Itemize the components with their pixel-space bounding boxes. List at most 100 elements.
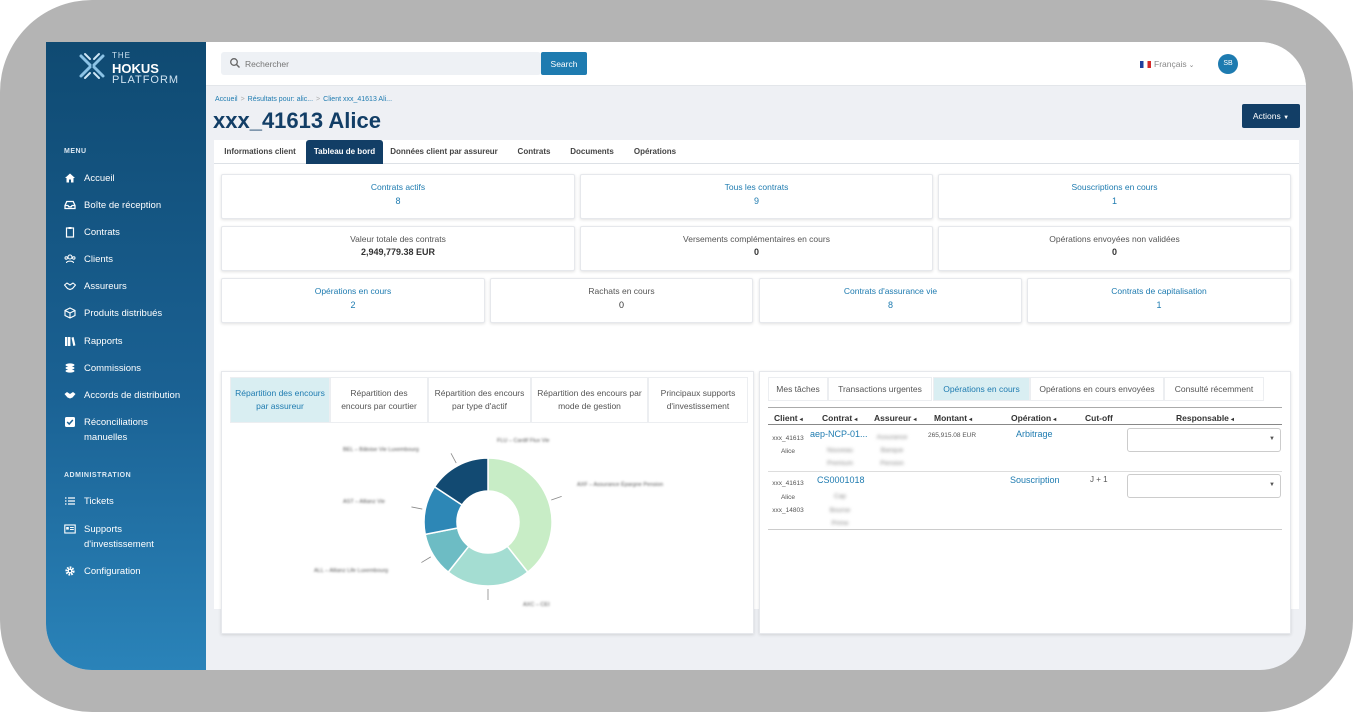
tab-contrats[interactable]: Contrats: [517, 147, 551, 156]
tab-documents[interactable]: Documents: [570, 147, 614, 156]
sidebar-item-boite-reception[interactable]: Boîte de réception: [64, 198, 200, 213]
stat-card-versements: Versements complémentaires en cours 0: [580, 226, 933, 271]
tab-mes-taches[interactable]: Mes tâches: [768, 377, 828, 401]
search-button[interactable]: Search: [541, 52, 587, 75]
inbox-icon: [64, 199, 76, 211]
column-header-responsable[interactable]: Responsable ◂: [1176, 413, 1234, 423]
stat-label: Versements complémentaires en cours: [683, 234, 830, 244]
responsable-select[interactable]: ▼: [1127, 428, 1281, 452]
tab-tableau-de-bord[interactable]: Tableau de bord: [306, 140, 383, 164]
sidebar-item-commissions[interactable]: Commissions: [64, 361, 200, 376]
stat-card-assurance-vie[interactable]: Contrats d'assurance vie 8: [759, 278, 1022, 323]
stat-label: Opérations en cours: [314, 286, 392, 296]
column-header-operation[interactable]: Opération ◂: [1011, 413, 1056, 423]
stat-value: 2,949,779.38 EUR: [360, 247, 436, 257]
hokus-logo[interactable]: THE HOKUS PLATFORM: [78, 50, 188, 86]
row-divider: [768, 471, 1282, 472]
tab-transactions-urgentes[interactable]: Transactions urgentes: [828, 377, 932, 401]
insurer-line: Banque: [880, 447, 904, 454]
column-header-montant[interactable]: Montant ◂: [934, 413, 972, 423]
stat-card-operations-en-cours[interactable]: Opérations en cours 2: [221, 278, 485, 323]
tab-operations[interactable]: Opérations: [633, 147, 677, 156]
contract-link[interactable]: CS0001018: [817, 475, 865, 485]
stat-card-contrats-actifs[interactable]: Contrats actifs 8: [221, 174, 575, 219]
tab-operations-envoyees[interactable]: Opérations en cours envoyées: [1030, 377, 1164, 401]
chart-label-blurred: AST – Allianz Vie: [343, 499, 385, 505]
column-header-client[interactable]: Client ◂: [774, 413, 803, 423]
sidebar-item-clients[interactable]: Clients: [64, 252, 200, 267]
responsable-select[interactable]: ▼: [1127, 474, 1281, 498]
sidebar: THE HOKUS PLATFORM MENU Accueil Boîte de…: [46, 42, 206, 670]
language-selector[interactable]: Français ⌄: [1140, 59, 1194, 69]
tab-principaux-supports[interactable]: Principaux supports d'investissement: [648, 377, 748, 423]
column-header-label: Montant: [934, 413, 968, 423]
france-flag-icon: [1140, 61, 1151, 69]
stat-value: 8: [887, 300, 893, 310]
chevron-down-icon: ⌄: [1188, 62, 1195, 69]
contract-sub: Prime: [831, 520, 849, 527]
handshake-icon: [64, 389, 76, 401]
sort-caret-icon: ◂: [854, 417, 858, 423]
tab-donnees-client[interactable]: Données client par assureur: [390, 147, 498, 156]
sidebar-item-reconciliations[interactable]: Réconciliations manuelles: [64, 415, 164, 445]
breadcrumb-item[interactable]: Accueil: [215, 96, 238, 103]
sidebar-item-rapports[interactable]: Rapports: [64, 334, 200, 349]
sidebar-item-produits-distribues[interactable]: Produits distribués: [64, 306, 200, 321]
stat-value: 1: [1156, 300, 1162, 310]
stat-value: 0: [1111, 247, 1117, 257]
chart-label-blurred: ALL – Allianz Life Luxembourg: [314, 568, 389, 574]
handshake-icon: [63, 280, 77, 292]
column-header-label: Responsable: [1176, 413, 1229, 423]
language-label: Français: [1154, 59, 1187, 69]
tab-repartition-mode-gestion[interactable]: Répartition des encours par mode de gest…: [531, 377, 648, 423]
column-header-contrat[interactable]: Contrat ◂: [822, 413, 857, 423]
search-box: [221, 52, 541, 75]
column-header-assureur[interactable]: Assureur ◂: [874, 413, 916, 423]
sidebar-item-contrats[interactable]: Contrats: [64, 225, 200, 240]
user-avatar[interactable]: SB: [1218, 54, 1238, 74]
tab-operations-en-cours[interactable]: Opérations en cours: [933, 377, 1030, 401]
stat-card-capitalisation[interactable]: Contrats de capitalisation 1: [1027, 278, 1291, 323]
books-icon: [64, 335, 76, 347]
chart-label-blurred: FLU – Cardif Flux Vie: [497, 438, 550, 444]
sort-caret-icon: ◂: [913, 417, 917, 423]
donut-chart: [411, 453, 562, 600]
breadcrumb-item[interactable]: Client xxx_41613 Ali...: [323, 96, 393, 103]
gear-icon: [64, 565, 76, 577]
tab-repartition-assureur[interactable]: Répartition des encours par assureur: [230, 377, 330, 423]
coins-icon: [64, 362, 76, 374]
operation-link[interactable]: Arbitrage: [1016, 429, 1053, 439]
tab-repartition-courtier[interactable]: Répartition des encours par courtier: [330, 377, 428, 423]
sidebar-item-label: Contrats: [84, 227, 120, 238]
column-header-label: Client: [774, 413, 798, 423]
stat-card-souscriptions[interactable]: Souscriptions en cours 1: [938, 174, 1291, 219]
sidebar-item-accueil[interactable]: Accueil: [64, 171, 200, 186]
actions-button[interactable]: Actions ▼: [1242, 104, 1300, 128]
donut-slice[interactable]: [487, 457, 553, 574]
column-header-label: Opération: [1011, 413, 1052, 423]
tab-informations-client[interactable]: Informations client: [224, 147, 296, 156]
sidebar-item-supports-investissement[interactable]: Supports d'investissement: [64, 522, 174, 552]
list-icon: [64, 495, 76, 507]
search-input[interactable]: [245, 52, 535, 75]
stat-card-valeur-totale: Valeur totale des contrats 2,949,779.38 …: [221, 226, 575, 271]
tab-consulte-recemment[interactable]: Consulté récemment: [1164, 377, 1264, 401]
contract-sub: Cap: [834, 493, 846, 500]
stat-value: 0: [753, 247, 759, 257]
sidebar-item-configuration[interactable]: Configuration: [64, 564, 200, 579]
clipboard-icon: [64, 226, 76, 238]
sidebar-item-accords-distribution[interactable]: Accords de distribution: [64, 388, 200, 403]
chart-label-blurred: AXF – Assurance Épargne Pension: [577, 482, 664, 488]
column-header-cut-off[interactable]: Cut-off: [1085, 413, 1113, 423]
column-header-label: Assureur: [874, 413, 912, 423]
actions-label: Actions: [1252, 111, 1281, 121]
sidebar-item-tickets[interactable]: Tickets: [64, 494, 200, 509]
operation-link[interactable]: Souscription: [1010, 475, 1060, 485]
tab-repartition-type-actif[interactable]: Répartition des encours par type d'actif: [428, 377, 531, 423]
stat-card-tous-contrats[interactable]: Tous les contrats 9: [580, 174, 933, 219]
donut-slice[interactable]: [433, 457, 489, 506]
contract-link[interactable]: aep-NCP-01...: [810, 429, 868, 439]
breadcrumb-item[interactable]: Résultats pour: alic...: [247, 96, 314, 103]
sidebar-item-assureurs[interactable]: Assureurs: [63, 279, 200, 294]
chart-panel: Répartition des encours par assureur Rép…: [221, 371, 754, 634]
